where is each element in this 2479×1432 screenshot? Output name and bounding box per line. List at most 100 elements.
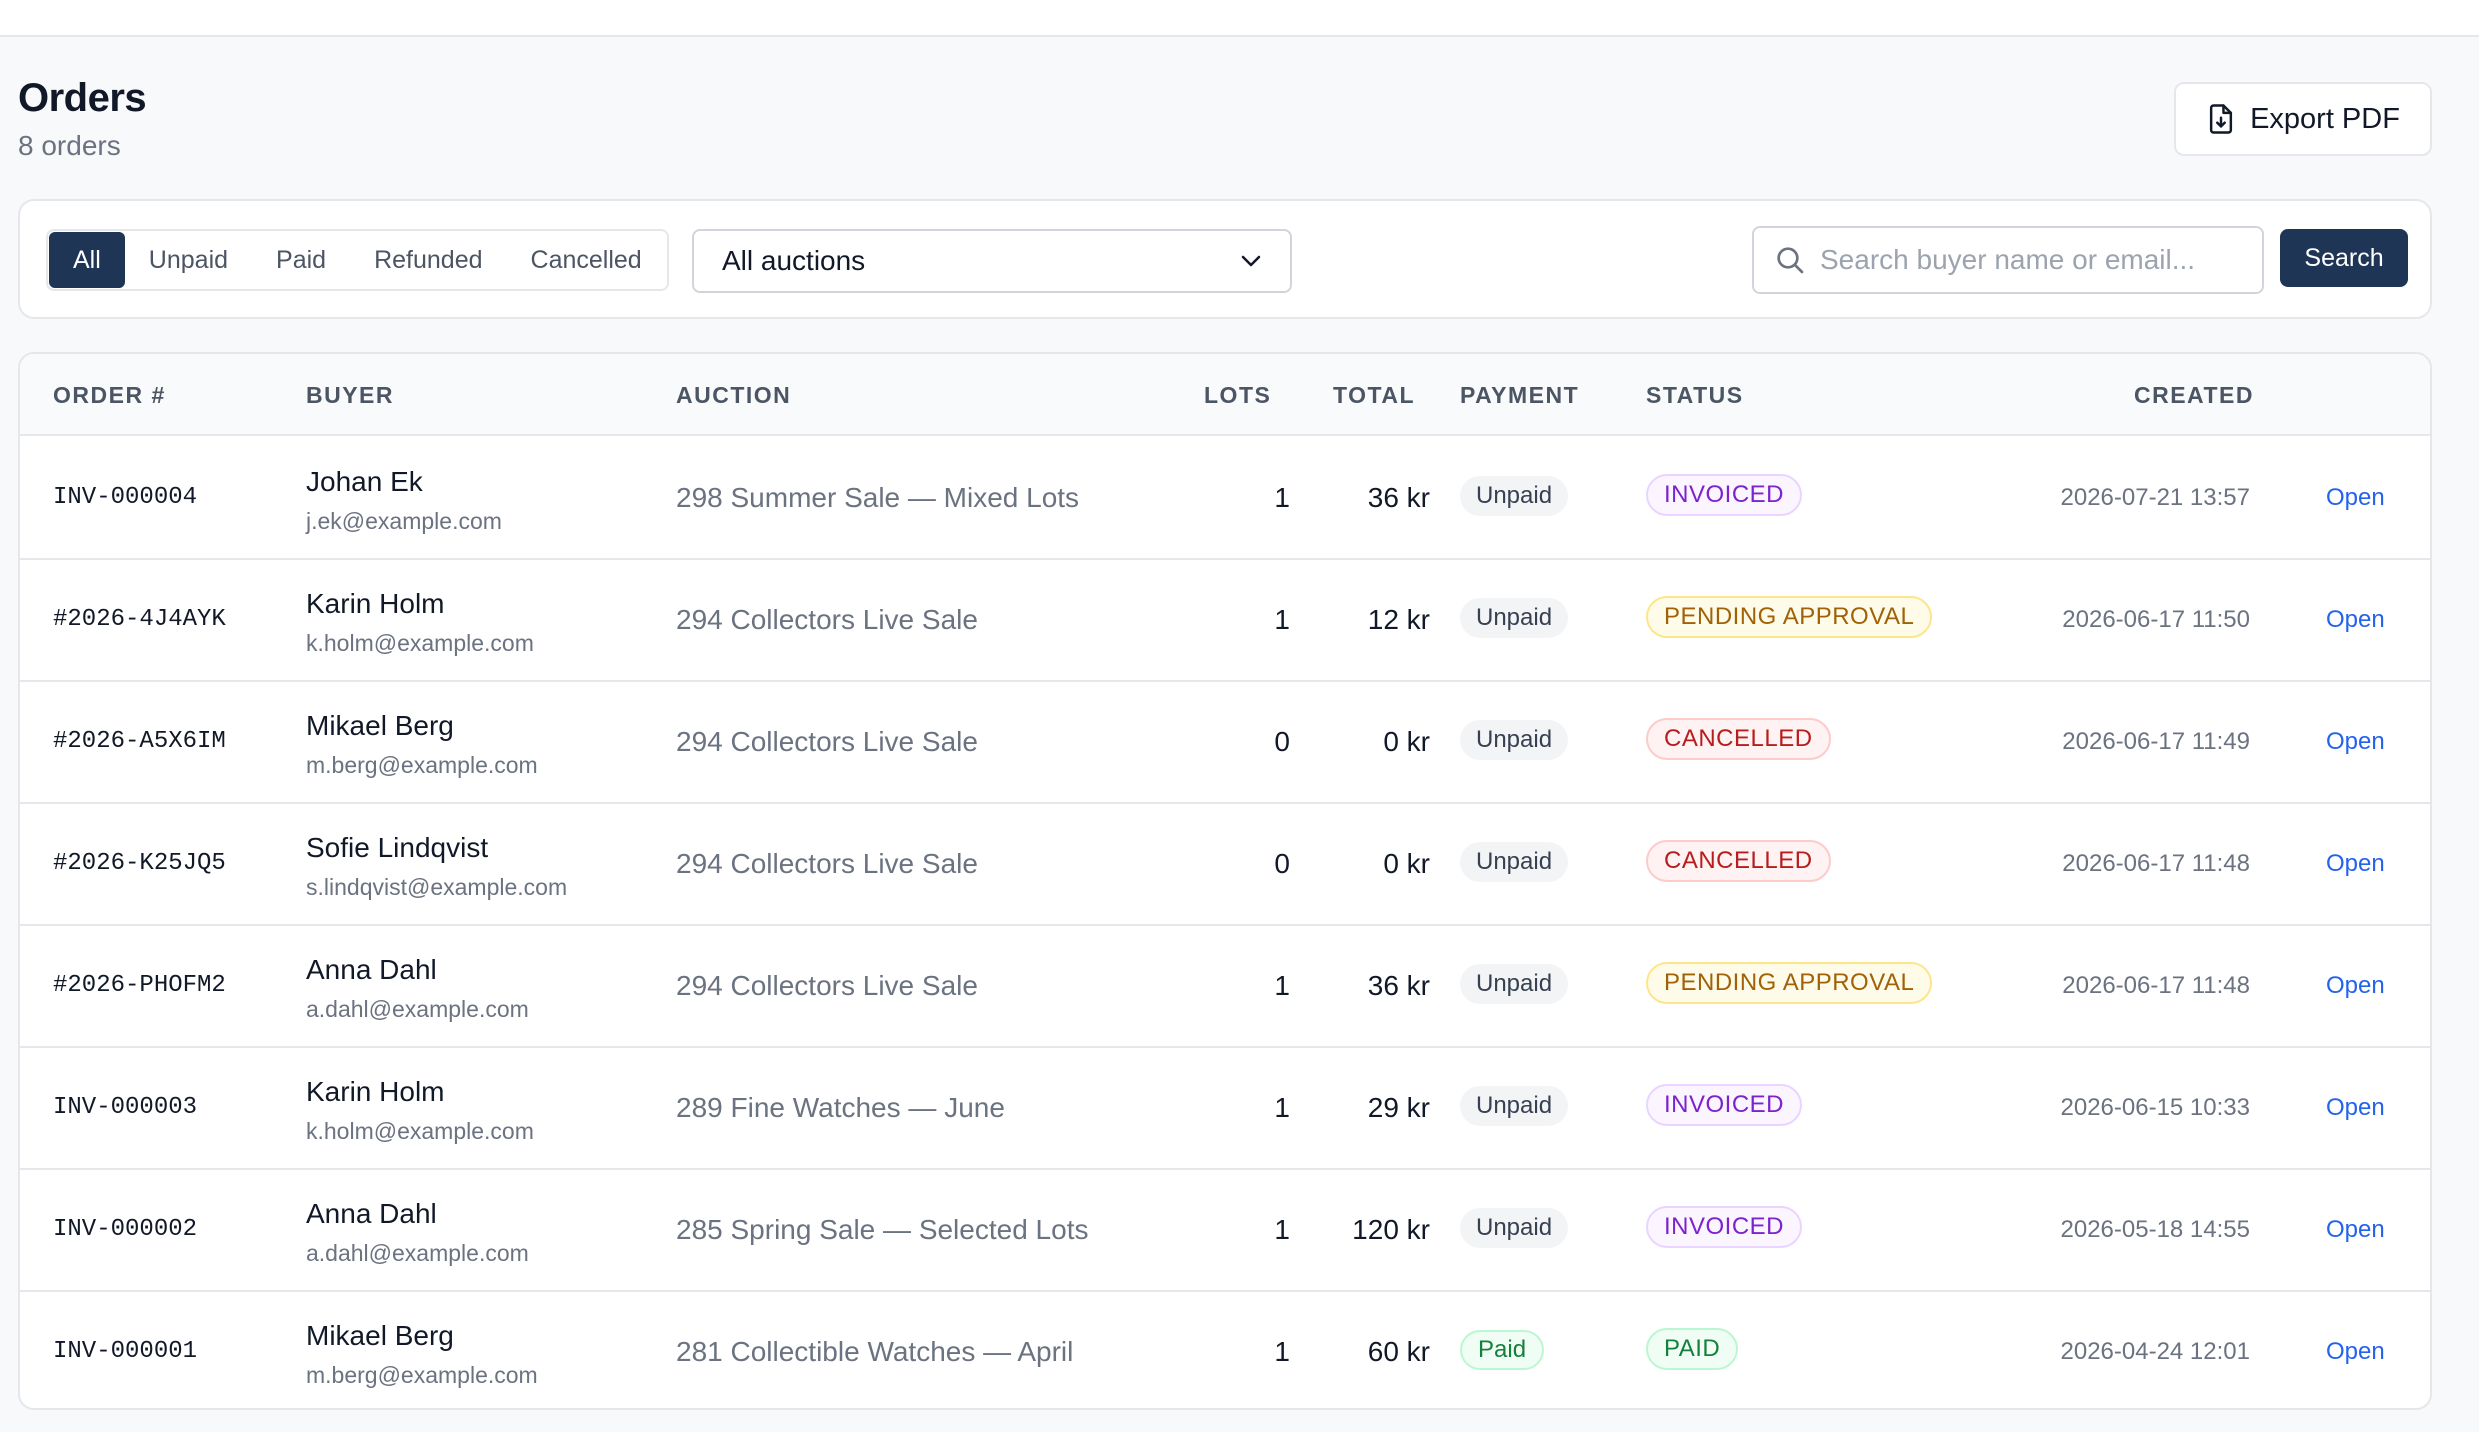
- table-row: INV-000003 Karin Holm k.holm@example.com 28…: [20, 1048, 2430, 1170]
- filter-bar: All Unpaid Paid Refunded Cancelled All a…: [18, 199, 2432, 319]
- order-total: 0 kr: [1383, 726, 1430, 757]
- lots-count: 0: [1274, 726, 1290, 757]
- buyer-name: Karin Holm: [306, 588, 445, 619]
- created-date: 2026-06-17 11:48: [2062, 850, 2250, 877]
- top-bar: [0, 0, 2479, 37]
- order-number: INV-000004: [53, 484, 198, 511]
- status-badge: PENDING APPROVAL: [1646, 962, 1933, 1004]
- export-pdf-button[interactable]: Export PDF: [2174, 82, 2432, 156]
- auction-name: 298 Summer Sale — Mixed Lots: [676, 482, 1080, 513]
- search-button[interactable]: Search: [2280, 229, 2408, 287]
- auction-select[interactable]: All auctions: [692, 229, 1292, 293]
- payment-badge: Unpaid: [1460, 1208, 1569, 1248]
- open-order-link[interactable]: Open: [2326, 1338, 2385, 1365]
- column-payment: PAYMENT: [1460, 382, 1580, 408]
- search-field[interactable]: [1752, 226, 2264, 294]
- table-row: #2026-4J4AYK Karin Holm k.holm@example.com…: [20, 560, 2430, 682]
- payment-badge: Paid: [1460, 1330, 1545, 1370]
- created-date: 2026-06-17 11:50: [2062, 606, 2250, 633]
- order-number: #2026-4J4AYK: [53, 606, 226, 633]
- buyer-name: Anna Dahl: [306, 954, 437, 985]
- payment-badge: Unpaid: [1460, 598, 1569, 638]
- open-order-link[interactable]: Open: [2326, 850, 2385, 877]
- status-badge: CANCELLED: [1646, 718, 1831, 760]
- chevron-down-icon: [1241, 255, 1261, 267]
- buyer-email: a.dahl@example.com: [306, 996, 529, 1022]
- tab-all[interactable]: All: [49, 232, 125, 288]
- payment-badge: Unpaid: [1460, 964, 1569, 1004]
- order-total: 12 kr: [1367, 604, 1430, 635]
- lots-count: 0: [1274, 848, 1290, 879]
- order-count: 8 orders: [18, 130, 121, 161]
- lots-count: 1: [1274, 1336, 1290, 1367]
- open-order-link[interactable]: Open: [2326, 972, 2385, 999]
- order-number: INV-000002: [53, 1216, 198, 1243]
- payment-badge: Unpaid: [1460, 720, 1569, 760]
- auction-name: 281 Collectible Watches — April: [676, 1336, 1074, 1367]
- created-date: 2026-05-18 14:55: [2060, 1216, 2251, 1243]
- auction-name: 294 Collectors Live Sale: [676, 604, 978, 635]
- auction-name: 285 Spring Sale — Selected Lots: [676, 1214, 1089, 1245]
- order-total: 36 kr: [1367, 970, 1430, 1001]
- table-row: INV-000001 Mikael Berg m.berg@example.com 2…: [20, 1292, 2430, 1408]
- buyer-name: Mikael Berg: [306, 1320, 454, 1351]
- status-badge: PENDING APPROVAL: [1646, 596, 1933, 638]
- table-row: #2026-K25JQ5 Sofie Lindqvist s.lindqvist@e…: [20, 804, 2430, 926]
- order-number: #2026-PHOFM2: [53, 972, 226, 999]
- buyer-email: k.holm@example.com: [306, 1118, 534, 1144]
- open-order-link[interactable]: Open: [2326, 484, 2385, 511]
- tab-unpaid[interactable]: Unpaid: [148, 245, 229, 274]
- auction-name: 294 Collectors Live Sale: [676, 970, 978, 1001]
- created-date: 2026-07-21 13:57: [2060, 484, 2251, 511]
- column-created: CREATED: [2134, 382, 2254, 408]
- status-badge: INVOICED: [1646, 1206, 1803, 1248]
- payment-badge: Unpaid: [1460, 476, 1569, 516]
- table-header: ORDER # BUYER AUCTION LOTS TOTAL PAYMENT…: [20, 354, 2430, 436]
- created-date: 2026-04-24 12:01: [2060, 1338, 2251, 1365]
- status-filter-tabs: All Unpaid Paid Refunded Cancelled: [46, 229, 669, 291]
- table-row: INV-000002 Anna Dahl a.dahl@example.com 285…: [20, 1170, 2430, 1292]
- export-pdf-label: Export PDF: [2250, 102, 2400, 135]
- order-total: 120 kr: [1352, 1214, 1430, 1245]
- order-total: 0 kr: [1383, 848, 1430, 879]
- tab-refunded[interactable]: Refunded: [374, 245, 483, 274]
- auction-select-value: All auctions: [722, 245, 866, 276]
- order-number: #2026-A5X6IM: [53, 728, 226, 755]
- open-order-link[interactable]: Open: [2326, 1094, 2385, 1121]
- lots-count: 1: [1274, 970, 1290, 1001]
- open-order-link[interactable]: Open: [2326, 728, 2385, 755]
- auction-name: 294 Collectors Live Sale: [676, 726, 978, 757]
- buyer-email: j.ek@example.com: [306, 508, 502, 534]
- buyer-name: Sofie Lindqvist: [306, 832, 489, 863]
- buyer-email: m.berg@example.com: [306, 752, 538, 778]
- payment-badge: Unpaid: [1460, 1086, 1569, 1126]
- table-row: #2026-A5X6IM Mikael Berg m.berg@example.co…: [20, 682, 2430, 804]
- buyer-name: Johan Ek: [306, 466, 423, 497]
- status-badge: INVOICED: [1646, 1084, 1803, 1126]
- search-input[interactable]: [1820, 244, 2240, 276]
- order-number: INV-000003: [53, 1094, 198, 1121]
- lots-count: 1: [1274, 1092, 1290, 1123]
- open-order-link[interactable]: Open: [2326, 606, 2385, 633]
- status-badge: CANCELLED: [1646, 840, 1831, 882]
- order-total: 29 kr: [1367, 1092, 1430, 1123]
- order-total: 36 kr: [1367, 482, 1430, 513]
- buyer-name: Karin Holm: [306, 1076, 445, 1107]
- buyer-email: k.holm@example.com: [306, 630, 534, 656]
- tab-paid[interactable]: Paid: [276, 245, 327, 274]
- created-date: 2026-06-15 10:33: [2060, 1094, 2251, 1121]
- buyer-name: Anna Dahl: [306, 1198, 437, 1229]
- status-badge: PAID: [1646, 1328, 1739, 1370]
- order-number: INV-000001: [53, 1338, 198, 1365]
- page-title: Orders: [18, 76, 147, 120]
- column-buyer: BUYER: [306, 382, 395, 408]
- buyer-email: s.lindqvist@example.com: [306, 874, 568, 900]
- order-number: #2026-K25JQ5: [53, 850, 226, 877]
- tab-cancelled[interactable]: Cancelled: [530, 245, 642, 274]
- column-lots: LOTS: [1204, 382, 1272, 408]
- column-auction: AUCTION: [676, 382, 792, 408]
- buyer-name: Mikael Berg: [306, 710, 454, 741]
- lots-count: 1: [1274, 482, 1290, 513]
- open-order-link[interactable]: Open: [2326, 1216, 2385, 1243]
- lots-count: 1: [1274, 604, 1290, 635]
